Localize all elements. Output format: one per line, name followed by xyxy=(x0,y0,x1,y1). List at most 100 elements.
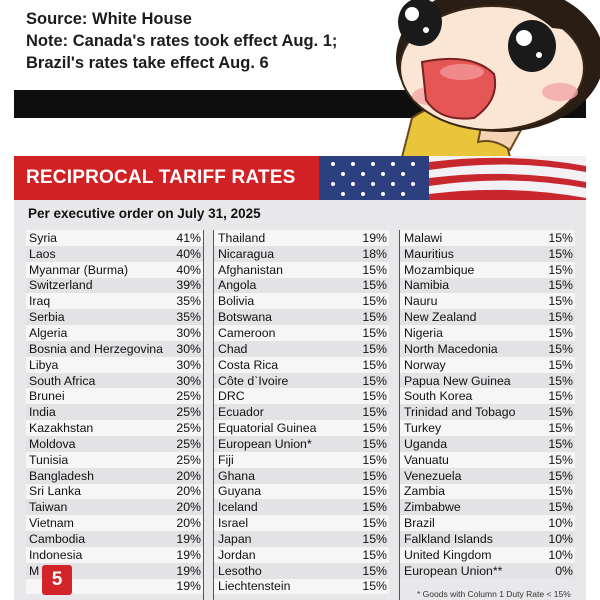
tariff-rate: 15% xyxy=(548,468,573,483)
table-row: Bosnia and Herzegovina 30% xyxy=(26,340,203,357)
tariff-rate: 15% xyxy=(548,373,573,388)
country-name: Nigeria xyxy=(404,325,443,340)
country-name: Zambia xyxy=(404,484,446,499)
table-row: Thailand 19% xyxy=(214,230,389,246)
country-name: Moldova xyxy=(29,436,76,451)
tariff-rate: 10% xyxy=(548,516,573,531)
table-row: North Macedonia 15% xyxy=(400,340,575,357)
table-row: Iraq 35% xyxy=(26,293,203,310)
table-row: Equatorial Guinea 15% xyxy=(214,420,389,436)
tariff-rate: 19% xyxy=(176,547,201,562)
tariff-rate: 15% xyxy=(548,246,573,261)
table-row: DRC 15% xyxy=(214,388,389,405)
country-name: Algeria xyxy=(29,325,68,340)
tariff-rate: 15% xyxy=(548,278,573,293)
table-row: Indonesia 19% xyxy=(26,546,203,563)
table-row: Fiji 15% xyxy=(214,451,389,468)
table-row: Nicaragua 18% xyxy=(214,245,389,262)
slide-number-badge: 5 xyxy=(42,565,72,595)
tariff-rate: 15% xyxy=(548,294,573,309)
tariff-rate: 25% xyxy=(176,452,201,467)
country-name: United Kingdom xyxy=(404,547,492,562)
tariff-rate: 35% xyxy=(176,310,201,325)
table-row: Papua New Guinea 15% xyxy=(400,372,575,389)
table-row: Iceland 15% xyxy=(214,499,389,516)
table-row: Venezuela 15% xyxy=(400,467,575,484)
table-row: India 25% xyxy=(26,404,203,421)
column-2: Thailand 19% Nicaragua 18% Afghanistan 15% Ang… xyxy=(213,230,389,600)
tariff-rate: 15% xyxy=(362,452,387,467)
table-row: Brunei 25% xyxy=(26,388,203,405)
country-name: Israel xyxy=(218,516,249,531)
table-row: New Zealand 15% xyxy=(400,309,575,326)
table-row: Moldova 25% xyxy=(26,435,203,452)
table-row: Costa Rica 15% xyxy=(214,356,389,373)
tariff-rate: 0% xyxy=(555,563,573,578)
table-row: Mozambique 15% xyxy=(400,261,575,278)
country-name: Trinidad and Tobago xyxy=(404,405,516,420)
tariff-rate: 15% xyxy=(362,436,387,451)
country-name: South Africa xyxy=(29,373,96,388)
tariff-rate: 41% xyxy=(176,230,201,245)
table-row: Chad 15% xyxy=(214,340,389,357)
country-name: Myanmar (Burma) xyxy=(29,262,129,277)
country-name: Brunei xyxy=(29,389,65,404)
country-name: Japan xyxy=(218,531,252,546)
country-name: Ecuador xyxy=(218,405,264,420)
country-name: Ghana xyxy=(218,468,255,483)
tariff-rate: 30% xyxy=(176,341,201,356)
cartoon-sticker-image xyxy=(396,0,600,165)
country-name: Kazakhstan xyxy=(29,421,94,436)
country-name: Papua New Guinea xyxy=(404,373,511,388)
table-row: Laos 40% xyxy=(26,245,203,262)
country-name: Bosnia and Herzegovina xyxy=(29,341,163,356)
table-row: Angola 15% xyxy=(214,277,389,294)
table-row: Cameroon 15% xyxy=(214,325,389,341)
tariff-rate: 15% xyxy=(362,389,387,404)
column-1: Syria 41% Laos 40% Myanmar (Burma) 40% Switzer… xyxy=(26,230,204,600)
us-flag-image xyxy=(319,156,586,200)
table-row: Zimbabwe 15% xyxy=(400,499,575,516)
source-notes: Source: White House Note: Canada's rates… xyxy=(26,8,386,74)
country-name: Thailand xyxy=(218,230,266,245)
country-name: Bangladesh xyxy=(29,468,94,483)
country-name: Bolivia xyxy=(218,294,255,309)
country-name: Libya xyxy=(29,357,59,372)
note-line-2: Brazil's rates take effect Aug. 6 xyxy=(26,54,269,72)
table-row: Ghana 15% xyxy=(214,467,389,484)
table-row: Trinidad and Tobago 15% xyxy=(400,404,575,421)
table-row: Cambodia 19% xyxy=(26,531,203,547)
table-row: Bangladesh 20% xyxy=(26,467,203,484)
country-name: Zimbabwe xyxy=(404,500,461,515)
country-name: Chad xyxy=(218,341,248,356)
tariff-rate: 19% xyxy=(176,563,201,578)
country-name: Switzerland xyxy=(29,278,93,293)
country-name: European Union* xyxy=(218,436,312,451)
tariff-rate: 15% xyxy=(362,421,387,436)
tariff-rate: 15% xyxy=(362,278,387,293)
country-name: India xyxy=(29,405,56,420)
country-name: Sri Lanka xyxy=(29,484,81,499)
source-line: Source: White House xyxy=(26,10,192,28)
table-row: Japan 15% xyxy=(214,531,389,547)
table-row: Lesotho 15% xyxy=(214,562,389,579)
table-row: Switzerland 39% xyxy=(26,277,203,294)
country-name: Mauritius xyxy=(404,246,454,261)
tariff-rate: 15% xyxy=(548,484,573,499)
country-name: Brazil xyxy=(404,516,435,531)
country-name: Afghanistan xyxy=(218,262,283,277)
footnote: * Goods with Column 1 Duty Rate < 15% xyxy=(417,589,571,599)
table-row: Côte d`Ivoire 15% xyxy=(214,372,389,389)
tariff-rate: 20% xyxy=(176,468,201,483)
table-row: Ecuador 15% xyxy=(214,404,389,421)
title-banner: RECIPROCAL TARIFF RATES xyxy=(14,156,586,200)
table-row: Turkey 15% xyxy=(400,420,575,436)
country-name: Guyana xyxy=(218,484,262,499)
tariff-rate: 15% xyxy=(548,262,573,277)
tariff-rate: 15% xyxy=(548,500,573,515)
tariff-rate: 15% xyxy=(362,579,387,594)
tariff-rate: 15% xyxy=(362,373,387,388)
table-row: South Korea 15% xyxy=(400,388,575,405)
table-row: Mauritius 15% xyxy=(400,245,575,262)
table-row: Afghanistan 15% xyxy=(214,261,389,278)
